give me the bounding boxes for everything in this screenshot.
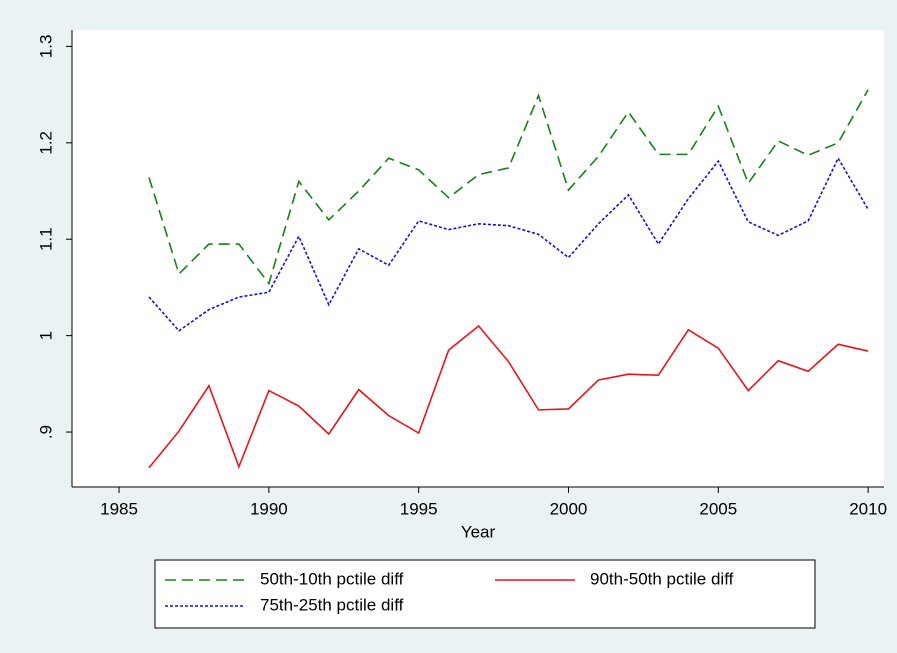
y-tick-label: .9 <box>36 425 55 439</box>
x-tick-label: 2005 <box>699 499 737 518</box>
series-line <box>148 156 869 332</box>
x-tick-label: 1995 <box>400 499 438 518</box>
plot-area <box>72 30 884 487</box>
y-tick-label: 1.3 <box>36 35 55 59</box>
legend-label: 90th-50th pctile diff <box>590 569 734 588</box>
x-tick-label: 2010 <box>849 499 887 518</box>
x-axis-label: Year <box>461 522 496 541</box>
y-tick-label: 1 <box>36 331 55 340</box>
series-line <box>148 89 869 286</box>
x-tick-label: 1985 <box>100 499 138 518</box>
series-line <box>148 324 869 469</box>
legend <box>154 559 816 629</box>
x-tick-label: 1990 <box>250 499 288 518</box>
legend-label: 50th-10th pctile diff <box>260 569 404 588</box>
x-tick-label: 2000 <box>550 499 588 518</box>
y-tick-label: 1.1 <box>36 227 55 251</box>
legend-label: 75th-25th pctile diff <box>260 595 404 614</box>
y-tick-label: 1.2 <box>36 131 55 155</box>
